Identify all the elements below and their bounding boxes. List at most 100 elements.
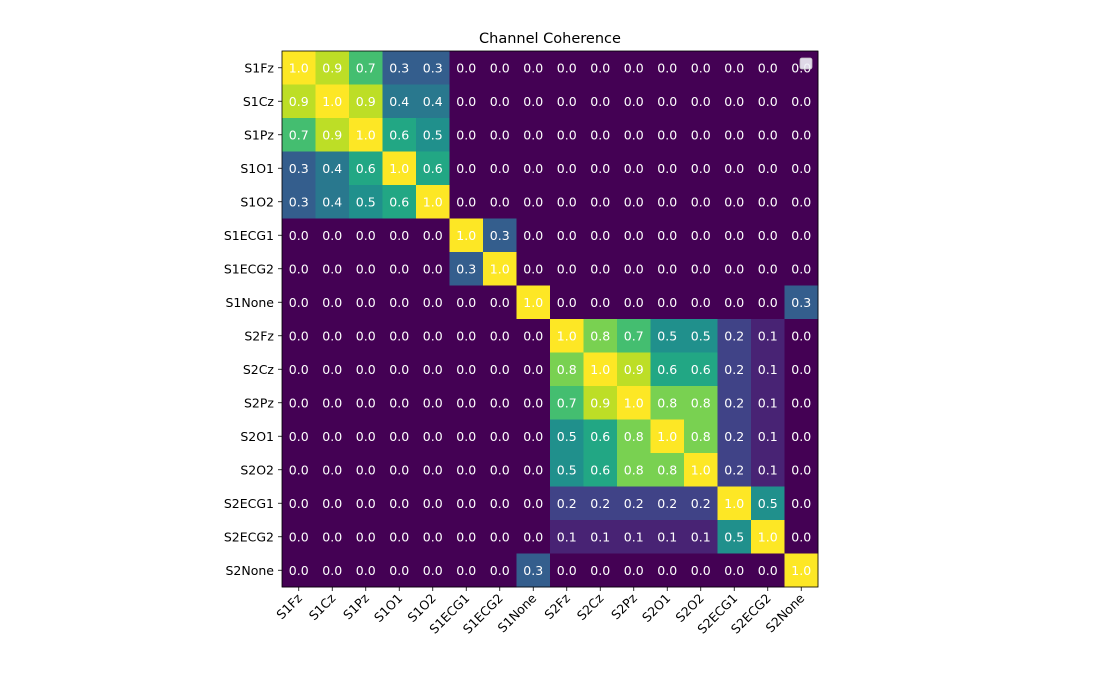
cell-value-label: 0.0	[791, 362, 811, 377]
cell-value-label: 0.0	[791, 228, 811, 243]
heatmap-cell-S2O2-S1ECG2	[483, 453, 517, 487]
cell-value-label: 0.0	[657, 261, 677, 276]
cell-value-label: 0.0	[624, 94, 644, 109]
heatmap-cell-S1O2-S1Cz	[315, 185, 350, 219]
heatmap-cell-S2Fz-S2O2	[684, 319, 718, 353]
heatmap-cell-S1None-S1Fz	[282, 285, 316, 320]
heatmap-cell-S2Pz-S1ECG1	[449, 386, 484, 420]
cell-value-label: 0.0	[724, 194, 744, 209]
heatmap-cell-S1O1-S2Pz	[617, 151, 651, 186]
y-tick-label: S2Cz	[243, 362, 275, 377]
cell-value-label: 0.0	[624, 295, 644, 310]
heatmap-cell-S2Pz-S2O2	[684, 386, 718, 420]
heatmap-cell-S1O2-S1Fz	[282, 185, 316, 219]
heatmap-cell-S2Fz-S2Fz	[550, 319, 584, 353]
heatmap-cell-S1Cz-S1Cz	[315, 84, 350, 119]
heatmap-cell-S1O2-S1Pz	[349, 185, 383, 219]
cell-value-label: 0.0	[724, 127, 744, 142]
heatmap-cell-S1O1-S2ECG1	[717, 151, 752, 186]
x-tick-label: S1Cz	[306, 590, 339, 623]
heatmap-cell-S1O1-S2O1	[650, 151, 685, 186]
heatmap-cell-S2O1-S2O1	[650, 419, 685, 454]
cell-value-label: 0.2	[590, 496, 610, 511]
cell-value-label: 0.0	[490, 529, 510, 544]
cell-value-label: 0.0	[490, 161, 510, 176]
cell-value-label: 0.0	[389, 563, 409, 578]
x-tick-label: S1Pz	[340, 590, 372, 622]
heatmap-cell-S1Cz-S2Cz	[583, 84, 618, 119]
cell-value-label: 0.0	[791, 261, 811, 276]
cell-value-label: 0.3	[423, 60, 443, 75]
y-tick-label: S2Pz	[244, 395, 274, 410]
heatmap-cell-S1ECG2-S2None	[784, 252, 819, 286]
cell-value-label: 0.0	[490, 563, 510, 578]
cell-value-label: 0.6	[389, 127, 409, 142]
x-tick-label: S2Fz	[541, 590, 573, 622]
cell-value-label: 0.0	[523, 362, 543, 377]
heatmap-cell-S1Fz-S1Pz	[349, 51, 383, 85]
y-tick-label: S1Pz	[244, 127, 274, 142]
cell-value-label: 0.0	[423, 362, 443, 377]
cell-value-label: 0.0	[523, 328, 543, 343]
heatmap-cell-S2ECG1-S2O2	[684, 486, 718, 521]
cell-value-label: 0.4	[389, 94, 409, 109]
heatmap-cell-S1O1-S1Cz	[315, 151, 350, 186]
heatmap-cell-S2Pz-S2ECG2	[751, 386, 785, 420]
heatmap-cell-S2Pz-S2Pz	[617, 386, 651, 420]
cell-value-label: 0.0	[322, 295, 342, 310]
heatmap-cell-S1Cz-S1Fz	[282, 84, 316, 119]
heatmap-cell-S1ECG1-S2Pz	[617, 218, 651, 253]
cell-value-label: 0.0	[724, 60, 744, 75]
heatmap-cell-S1ECG2-S2ECG2	[751, 252, 785, 286]
heatmap-cell-S1O1-S2Fz	[550, 151, 584, 186]
heatmap-cell-S2ECG2-S2Cz	[583, 520, 618, 554]
cell-value-label: 0.0	[289, 529, 309, 544]
heatmap-cell-S2None-S2Cz	[583, 553, 618, 588]
heatmap-cell-S2O2-S1Fz	[282, 453, 316, 487]
cell-value-label: 0.0	[791, 127, 811, 142]
cell-value-label: 0.0	[557, 127, 577, 142]
heatmap-cell-S1O1-S1ECG1	[449, 151, 484, 186]
cell-value-label: 0.0	[758, 94, 778, 109]
heatmap-cell-S2O2-S2Pz	[617, 453, 651, 487]
cell-value-label: 0.0	[389, 462, 409, 477]
cell-value-label: 0.2	[557, 496, 577, 511]
heatmap-cell-S2Fz-S1Cz	[315, 319, 350, 353]
heatmap-cell-S2O2-S2O2	[684, 453, 718, 487]
cell-value-label: 0.3	[456, 261, 476, 276]
heatmap-cell-S2Fz-S2None	[784, 319, 819, 353]
cell-value-label: 0.0	[758, 261, 778, 276]
heatmap-cell-S1O2-S2None	[784, 185, 819, 219]
x-tick-label: S2Cz	[574, 590, 607, 623]
heatmap-cell-S1Pz-S1O2	[416, 118, 450, 152]
cell-value-label: 0.0	[691, 94, 711, 109]
cell-value-label: 0.0	[557, 228, 577, 243]
cell-value-label: 0.0	[322, 529, 342, 544]
cell-value-label: 0.0	[791, 529, 811, 544]
cell-value-label: 0.0	[657, 127, 677, 142]
heatmap-cell-S1ECG1-S2None	[784, 218, 819, 253]
heatmap-cell-S2None-S2O2	[684, 553, 718, 588]
heatmap-cell-S1ECG2-S1ECG2	[483, 252, 517, 286]
heatmap-cell-S2Cz-S2None	[784, 352, 819, 387]
y-tick-label: S2O2	[240, 462, 274, 477]
cell-value-label: 0.0	[590, 94, 610, 109]
heatmap-cell-S1Cz-S2O1	[650, 84, 685, 119]
cell-value-label: 0.0	[322, 328, 342, 343]
heatmap-cell-S2O2-S2ECG1	[717, 453, 752, 487]
cell-value-label: 0.0	[523, 529, 543, 544]
heatmap-cell-S2Fz-S2O1	[650, 319, 685, 353]
heatmap-cell-S2O2-S1ECG1	[449, 453, 484, 487]
cell-value-label: 0.0	[590, 228, 610, 243]
heatmap-cell-S1ECG1-S1ECG1	[449, 218, 484, 253]
cell-value-label: 0.0	[691, 60, 711, 75]
heatmap-cell-S2Pz-S1O1	[382, 386, 417, 420]
heatmap-cell-S2O1-S1O2	[416, 419, 450, 454]
heatmap-cell-S2None-S2ECG1	[717, 553, 752, 588]
cell-value-label: 0.8	[657, 395, 677, 410]
cell-value-label: 0.0	[490, 395, 510, 410]
cell-value-label: 0.0	[523, 429, 543, 444]
cell-value-label: 0.0	[356, 563, 376, 578]
cell-value-label: 0.6	[423, 161, 443, 176]
cell-value-label: 0.3	[791, 295, 811, 310]
